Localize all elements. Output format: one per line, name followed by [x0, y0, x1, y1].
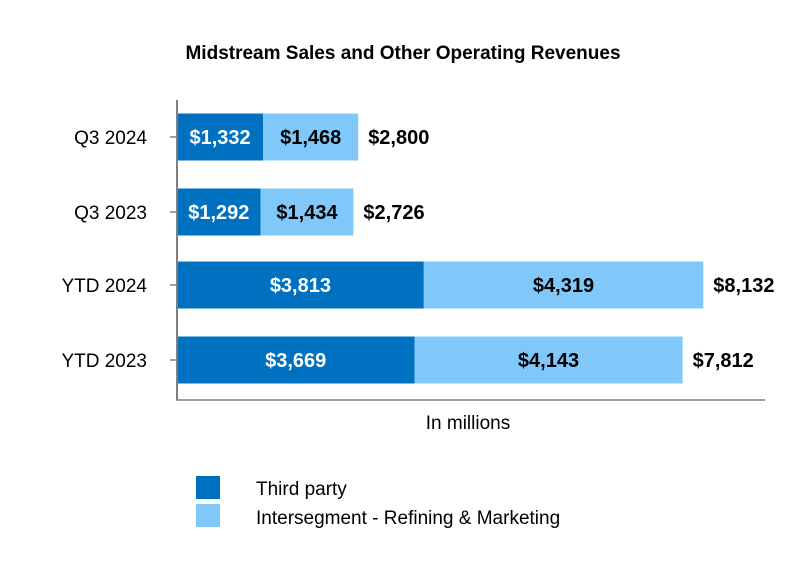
total-label-q3-2024: $2,800 [368, 127, 429, 149]
category-label-q3-2023: Q3 2023 [74, 203, 147, 224]
data-label-intersegment-q3-2023: $1,434 [276, 202, 338, 224]
data-label-third-party-q3-2023: $1,292 [188, 202, 249, 224]
total-label-q3-2023: $2,726 [363, 202, 424, 224]
bar-intersegment-ytd-2024 [423, 261, 704, 309]
legend-label-intersegment: Intersegment - Refining & Marketing [256, 508, 560, 529]
data-label-third-party-q3-2024: $1,332 [190, 127, 251, 149]
legend-swatch-intersegment [196, 504, 220, 527]
bars-layer [177, 113, 704, 384]
bar-intersegment-q3-2024 [263, 113, 359, 161]
bar-third-party-q3-2023 [177, 188, 261, 236]
bar-intersegment-q3-2023 [260, 188, 354, 236]
legend-swatch-third-party [196, 476, 220, 499]
data-label-third-party-ytd-2023: $3,669 [265, 350, 326, 372]
bar-third-party-ytd-2024 [177, 261, 424, 309]
data-label-intersegment-ytd-2023: $4,143 [518, 350, 579, 372]
x-axis-title: In millions [426, 413, 510, 434]
legend-label-third-party: Third party [256, 479, 347, 500]
data-label-intersegment-ytd-2024: $4,319 [533, 275, 594, 297]
chart-title: Midstream Sales and Other Operating Reve… [185, 43, 620, 64]
data-label-third-party-ytd-2024: $3,813 [270, 275, 331, 297]
data-label-intersegment-q3-2024: $1,468 [280, 127, 341, 149]
bar-third-party-ytd-2023 [177, 336, 415, 384]
category-label-ytd-2023: YTD 2023 [61, 351, 147, 372]
y-axis-ticks [170, 136, 177, 361]
legend: Third party Intersegment - Refining & Ma… [196, 476, 560, 529]
total-label-ytd-2024: $8,132 [713, 275, 774, 297]
bar-third-party-q3-2024 [177, 113, 264, 161]
category-label-ytd-2024: YTD 2024 [61, 276, 147, 297]
total-label-ytd-2023: $7,812 [693, 350, 754, 372]
bar-intersegment-ytd-2023 [414, 336, 683, 384]
labels-layer: Q3 2024 $1,332 $1,468 $2,800 Q3 2023 $1,292 $1… [61, 127, 774, 372]
category-label-q3-2024: Q3 2024 [74, 128, 147, 149]
